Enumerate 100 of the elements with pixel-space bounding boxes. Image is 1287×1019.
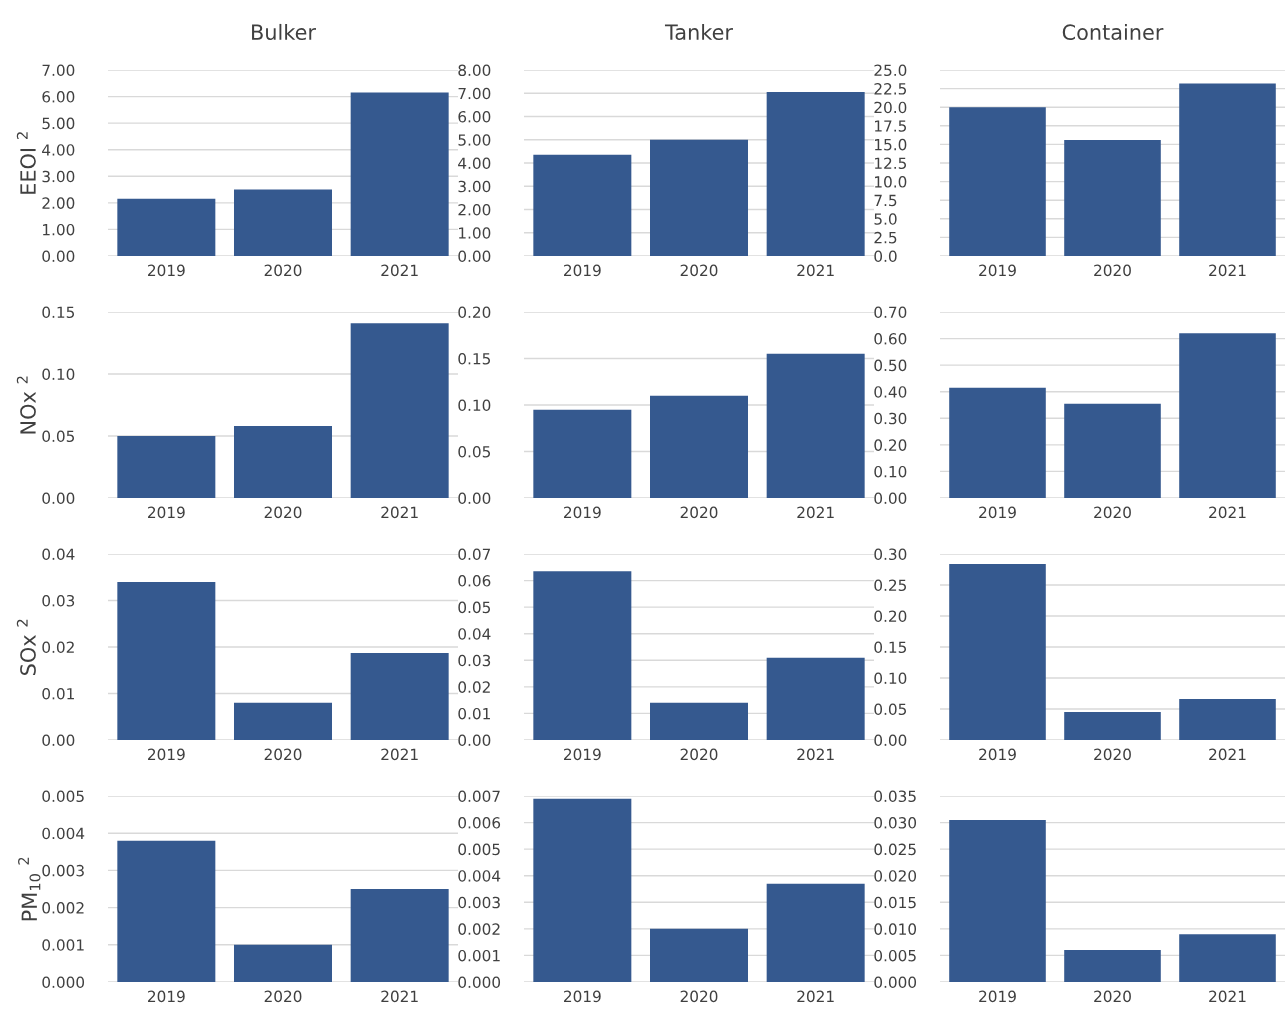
y-tick-label: 0.000 — [42, 976, 85, 989]
x-tick-label: 2020 — [264, 990, 302, 1003]
y-tick-label: 0.004 — [42, 827, 85, 840]
y-tick-label: 0.015 — [874, 896, 916, 909]
x-tick-label: 2019 — [564, 506, 601, 519]
x-tick-label: 2021 — [797, 264, 834, 277]
y-tick-label: 8.00 — [458, 64, 491, 77]
y-tick-label: 7.00 — [42, 64, 75, 77]
y-tick-label: 0.02 — [42, 641, 74, 654]
y-tick-label: 0.00 — [42, 734, 75, 747]
y-tick-label: 0.005 — [42, 790, 84, 803]
bar — [650, 395, 748, 498]
y-tick-label: 0.60 — [874, 333, 907, 345]
bar — [234, 702, 332, 740]
y-tick-label: 3.00 — [458, 180, 491, 193]
x-tick-label: 2019 — [979, 264, 1016, 277]
y-tick-label: 0.035 — [874, 790, 916, 803]
bar — [350, 653, 449, 740]
y-tick-label: 0.00 — [874, 492, 907, 505]
y-tick-label: 0.30 — [874, 412, 907, 425]
y-tick-label: 0.020 — [874, 870, 917, 882]
y-tick-label: 0.05 — [458, 601, 491, 614]
y-tick-label: 0.04 — [42, 548, 75, 561]
y-tick-label: 5.00 — [42, 117, 75, 130]
x-tick-label: 2021 — [381, 990, 418, 1003]
x-tick-label: 2021 — [797, 506, 834, 519]
y-tick-label: 0.02 — [458, 681, 490, 693]
x-tick-label: 2021 — [381, 748, 418, 761]
bar — [766, 92, 865, 256]
y-tick-label: 0.00 — [458, 734, 491, 747]
bar — [350, 889, 449, 982]
y-tick-label: 0.01 — [42, 687, 74, 700]
x-tick-label: 2021 — [1209, 990, 1246, 1003]
x-tick-label: 2020 — [264, 264, 302, 277]
y-tick-label: 0.04 — [458, 628, 491, 640]
x-tick-label: 2019 — [564, 748, 601, 761]
y-tick-label: 15.0 — [875, 138, 907, 151]
y-tick-label: 0.10 — [42, 368, 75, 381]
x-tick-label: 2021 — [1209, 264, 1246, 277]
bar — [650, 139, 748, 256]
y-tick-label: 25.0 — [874, 64, 907, 77]
y-tick-label: 20.0 — [874, 101, 907, 114]
y-tick-label: 0.05 — [874, 703, 907, 716]
y-tick-label: 0.010 — [874, 923, 917, 935]
x-tick-label: 2021 — [797, 990, 834, 1003]
y-tick-label: 3.00 — [42, 170, 75, 183]
bar — [766, 657, 865, 740]
y-tick-label: 17.5 — [875, 120, 907, 132]
y-tick-label: 0.00 — [458, 492, 491, 505]
y-tick-label: 22.5 — [874, 83, 907, 95]
bar — [117, 198, 216, 256]
bar — [1179, 83, 1276, 256]
y-tick-label: 0.06 — [458, 575, 491, 587]
bar — [234, 944, 332, 982]
bar — [766, 883, 865, 982]
x-tick-label: 2020 — [680, 264, 718, 277]
x-tick-label: 2020 — [1094, 264, 1131, 277]
y-tick-label: 0.005 — [458, 843, 500, 856]
y-tick-label: 10.0 — [875, 176, 907, 188]
x-tick-label: 2019 — [564, 990, 601, 1003]
bar — [1064, 403, 1161, 498]
y-tick-label: 0.001 — [42, 939, 84, 951]
y-tick-label: 0.07 — [458, 548, 491, 561]
bar — [350, 323, 449, 498]
bar — [1179, 699, 1276, 740]
bar — [234, 426, 332, 498]
x-tick-label: 2020 — [1094, 748, 1131, 761]
bar — [1064, 712, 1161, 740]
y-tick-label: 0.001 — [458, 949, 500, 962]
y-tick-label: 4.00 — [458, 157, 491, 170]
y-tick-label: 2.00 — [42, 197, 75, 209]
y-tick-label: 0.50 — [874, 359, 907, 372]
bar — [1179, 934, 1276, 982]
y-tick-label: 0.002 — [42, 902, 84, 914]
y-tick-label: 0.15 — [42, 306, 75, 319]
y-tick-label: 5.00 — [458, 134, 491, 146]
y-tick-label: 0.03 — [458, 654, 491, 667]
y-tick-label: 0.003 — [42, 864, 84, 877]
y-tick-label: 0.00 — [458, 250, 491, 263]
bar — [650, 928, 748, 982]
bar — [533, 409, 632, 498]
y-tick-label: 0.70 — [874, 306, 907, 319]
y-tick-label: 0.007 — [458, 790, 500, 803]
chart-title: Tanker — [664, 23, 733, 41]
y-tick-label: 0.00 — [42, 250, 75, 263]
y-tick-label: 6.00 — [42, 91, 75, 103]
y-tick-label: 1.00 — [43, 223, 75, 236]
bar — [949, 387, 1046, 498]
y-tick-label: 0.006 — [458, 817, 501, 829]
x-tick-label: 2019 — [148, 990, 185, 1003]
x-tick-label: 2019 — [979, 748, 1016, 761]
y-tick-label: 1.00 — [459, 227, 491, 239]
x-tick-label: 2021 — [381, 264, 418, 277]
y-axis-title: EEOI $^{2}$ — [16, 132, 36, 194]
y-tick-label: 6.00 — [458, 110, 491, 123]
bar — [533, 798, 632, 982]
chart-title: Container — [1062, 23, 1164, 41]
x-tick-label: 2019 — [979, 506, 1016, 519]
y-tick-label: 0.00 — [42, 492, 75, 505]
y-axis-title: SOx $^{2}$ — [16, 619, 36, 675]
